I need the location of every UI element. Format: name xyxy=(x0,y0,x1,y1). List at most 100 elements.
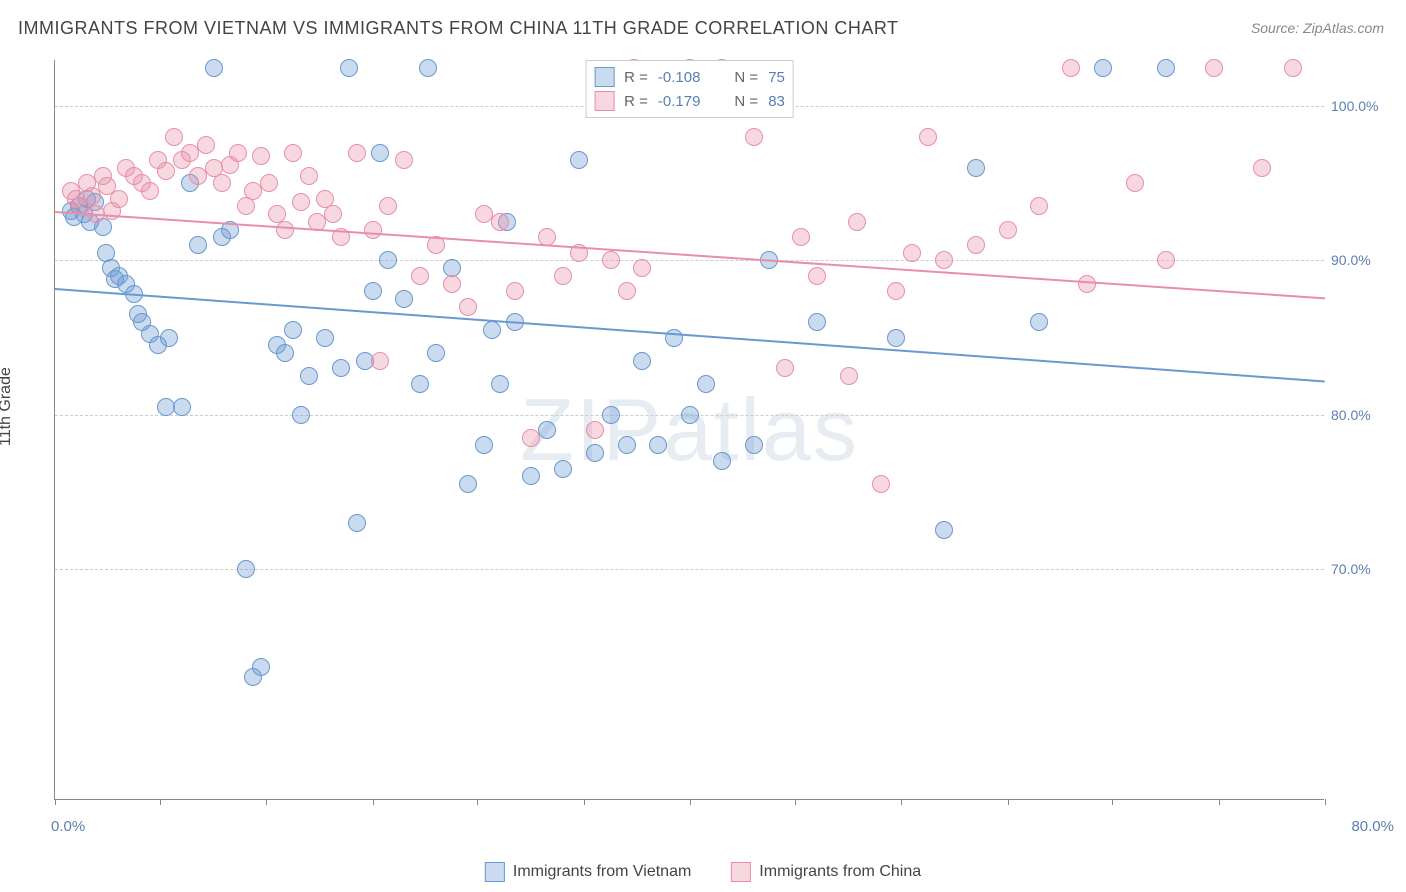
data-point xyxy=(618,282,636,300)
data-point xyxy=(371,144,389,162)
plot-area: ZIPatlas R = -0.108N = 75R = -0.179N = 8… xyxy=(54,60,1324,800)
y-axis-label: 11th Grade xyxy=(0,367,15,446)
data-point xyxy=(324,205,342,223)
data-point xyxy=(205,59,223,77)
data-point xyxy=(776,359,794,377)
trend-line xyxy=(55,288,1325,382)
data-point xyxy=(745,128,763,146)
data-point xyxy=(237,560,255,578)
data-point xyxy=(213,174,231,192)
data-point xyxy=(745,436,763,454)
data-point xyxy=(276,221,294,239)
data-point xyxy=(967,236,985,254)
x-tick-label-min: 0.0% xyxy=(51,818,85,835)
data-point xyxy=(459,475,477,493)
trend-line xyxy=(55,211,1325,299)
data-point xyxy=(935,521,953,539)
data-point xyxy=(284,144,302,162)
data-point xyxy=(292,193,310,211)
legend-row: R = -0.108N = 75 xyxy=(594,65,785,89)
legend-swatch xyxy=(594,67,614,87)
x-tick-label-max: 80.0% xyxy=(1351,818,1394,835)
data-point xyxy=(395,290,413,308)
data-point xyxy=(570,151,588,169)
r-label: R = xyxy=(624,69,648,86)
data-point xyxy=(1030,197,1048,215)
x-tick-mark xyxy=(1325,799,1326,805)
data-point xyxy=(887,329,905,347)
data-point xyxy=(419,59,437,77)
data-point xyxy=(300,167,318,185)
data-point xyxy=(713,452,731,470)
x-tick-mark xyxy=(795,799,796,805)
legend-label: Immigrants from Vietnam xyxy=(513,863,691,881)
r-label: R = xyxy=(624,93,648,110)
data-point xyxy=(491,213,509,231)
data-point xyxy=(371,352,389,370)
data-point xyxy=(840,367,858,385)
data-point xyxy=(602,406,620,424)
data-point xyxy=(157,162,175,180)
data-point xyxy=(379,197,397,215)
data-point xyxy=(252,658,270,676)
data-point xyxy=(967,159,985,177)
data-point xyxy=(483,321,501,339)
data-point xyxy=(1157,251,1175,269)
data-point xyxy=(165,128,183,146)
r-value: -0.179 xyxy=(658,93,701,110)
x-tick-mark xyxy=(1008,799,1009,805)
data-point xyxy=(197,136,215,154)
source-attribution: Source: ZipAtlas.com xyxy=(1251,20,1384,36)
data-point xyxy=(792,228,810,246)
data-point xyxy=(364,221,382,239)
correlation-legend: R = -0.108N = 75R = -0.179N = 83 xyxy=(585,60,794,118)
data-point xyxy=(618,436,636,454)
chart-title: IMMIGRANTS FROM VIETNAM VS IMMIGRANTS FR… xyxy=(18,18,899,39)
data-point xyxy=(427,344,445,362)
data-point xyxy=(887,282,905,300)
data-point xyxy=(697,375,715,393)
data-point xyxy=(999,221,1017,239)
n-value: 75 xyxy=(768,69,785,86)
data-point xyxy=(229,144,247,162)
data-point xyxy=(237,197,255,215)
y-tick-label: 80.0% xyxy=(1331,407,1386,423)
x-tick-mark xyxy=(160,799,161,805)
data-point xyxy=(554,267,572,285)
data-point xyxy=(522,467,540,485)
x-tick-mark xyxy=(901,799,902,805)
data-point xyxy=(340,59,358,77)
data-point xyxy=(160,329,178,347)
data-point xyxy=(808,267,826,285)
n-value: 83 xyxy=(768,93,785,110)
data-point xyxy=(300,367,318,385)
data-point xyxy=(475,436,493,454)
n-label: N = xyxy=(734,69,758,86)
data-point xyxy=(348,514,366,532)
data-point xyxy=(110,190,128,208)
data-point xyxy=(633,352,651,370)
y-tick-label: 70.0% xyxy=(1331,561,1386,577)
x-tick-mark xyxy=(55,799,56,805)
data-point xyxy=(141,182,159,200)
legend-swatch xyxy=(485,862,505,882)
legend-label: Immigrants from China xyxy=(759,863,921,881)
data-point xyxy=(332,359,350,377)
y-tick-label: 100.0% xyxy=(1331,98,1386,114)
data-point xyxy=(522,429,540,447)
data-point xyxy=(1094,59,1112,77)
series-legend: Immigrants from Vietnam Immigrants from C… xyxy=(485,862,921,882)
data-point xyxy=(506,282,524,300)
data-point xyxy=(665,329,683,347)
data-point xyxy=(808,313,826,331)
data-point xyxy=(1030,313,1048,331)
data-point xyxy=(173,398,191,416)
data-point xyxy=(1253,159,1271,177)
legend-item: Immigrants from Vietnam xyxy=(485,862,691,882)
legend-swatch xyxy=(594,91,614,111)
x-tick-mark xyxy=(1112,799,1113,805)
data-point xyxy=(848,213,866,231)
data-point xyxy=(872,475,890,493)
data-point xyxy=(1126,174,1144,192)
x-tick-mark xyxy=(266,799,267,805)
